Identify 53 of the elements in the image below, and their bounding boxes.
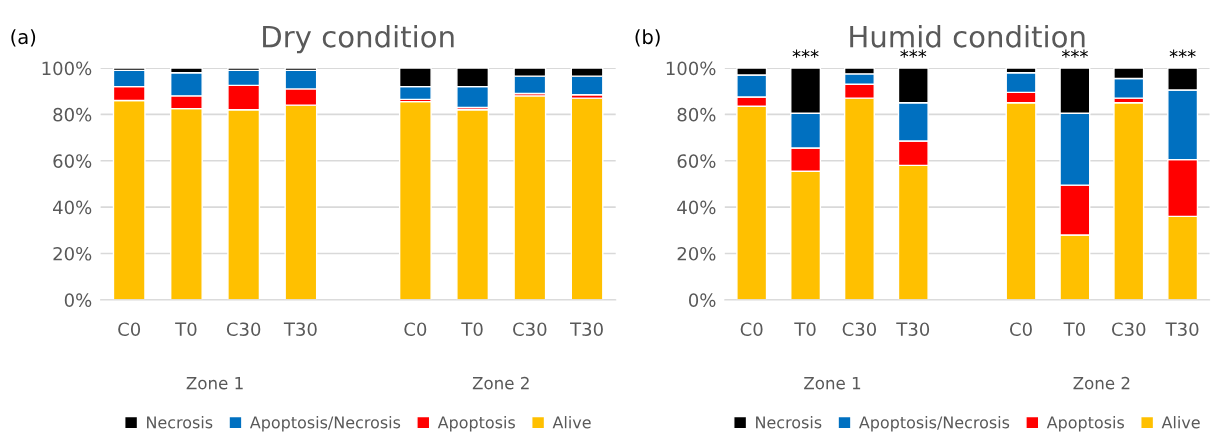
legend-label: Necrosis xyxy=(756,416,822,429)
legend-label: Apoptosis xyxy=(1046,416,1124,432)
legend-label: Apoptosis xyxy=(437,416,515,432)
legend-label: Necrosis xyxy=(147,416,213,429)
x-tick-label: C0 xyxy=(404,322,427,337)
x-tick-label: T30 xyxy=(1165,322,1199,337)
legend-label: Alive xyxy=(552,416,591,429)
y-tick-label: 40% xyxy=(677,200,716,215)
x-tick-label: T0 xyxy=(461,322,483,337)
text: Zone 2 xyxy=(472,376,529,390)
bar xyxy=(398,100,432,300)
bar xyxy=(456,109,490,300)
x-tick-label: T0 xyxy=(794,322,816,337)
x-tick-label: C30 xyxy=(226,322,261,337)
y-tick-label: 100% xyxy=(666,61,716,76)
bar xyxy=(513,95,547,300)
legend-label: Alive xyxy=(1161,416,1200,429)
text: (b) xyxy=(635,29,660,47)
chart-title: Dry condition xyxy=(263,25,454,54)
y-tick-label: 20% xyxy=(677,246,716,261)
x-tick-label: C30 xyxy=(1112,322,1146,337)
y-tick-label: 60% xyxy=(677,154,716,168)
x-tick-label: T30 xyxy=(896,322,930,337)
x-tick-label: C0 xyxy=(740,322,763,337)
data-label: *** xyxy=(1169,49,1196,58)
y-tick-label: 60% xyxy=(53,154,92,168)
x-tick-label: C30 xyxy=(842,322,877,337)
y-tick-label: 40% xyxy=(53,200,92,215)
bar xyxy=(570,97,604,300)
data-label: *** xyxy=(900,49,927,58)
x-tick-label: T0 xyxy=(1063,322,1085,337)
x-tick-label: T30 xyxy=(283,322,317,337)
y-tick-label: 20% xyxy=(53,246,92,261)
y-tick-label: 80% xyxy=(677,107,716,122)
x-tick-label: C0 xyxy=(1010,322,1032,337)
data-label: *** xyxy=(1061,49,1088,58)
bar xyxy=(1113,102,1145,300)
text: (a) xyxy=(11,29,36,47)
data-label: *** xyxy=(792,49,819,58)
y-tick-label: 80% xyxy=(53,107,92,122)
y-tick-label: 100% xyxy=(42,61,92,76)
text: Zone 1 xyxy=(186,377,243,390)
legend-label: Apoptosis/Necrosis xyxy=(249,416,401,432)
text: Zone 2 xyxy=(1073,376,1130,390)
x-tick-label: C0 xyxy=(118,322,141,337)
chart-title: Humid condition xyxy=(850,25,1085,48)
legend-label: Apoptosis/Necrosis xyxy=(858,416,1010,432)
y-tick-label: 0% xyxy=(64,293,92,307)
x-tick-label: T0 xyxy=(175,322,197,337)
x-tick-label: C30 xyxy=(513,322,547,337)
y-tick-label: 0% xyxy=(688,293,716,307)
text: Zone 1 xyxy=(804,377,861,390)
x-tick-label: T30 xyxy=(570,322,603,337)
